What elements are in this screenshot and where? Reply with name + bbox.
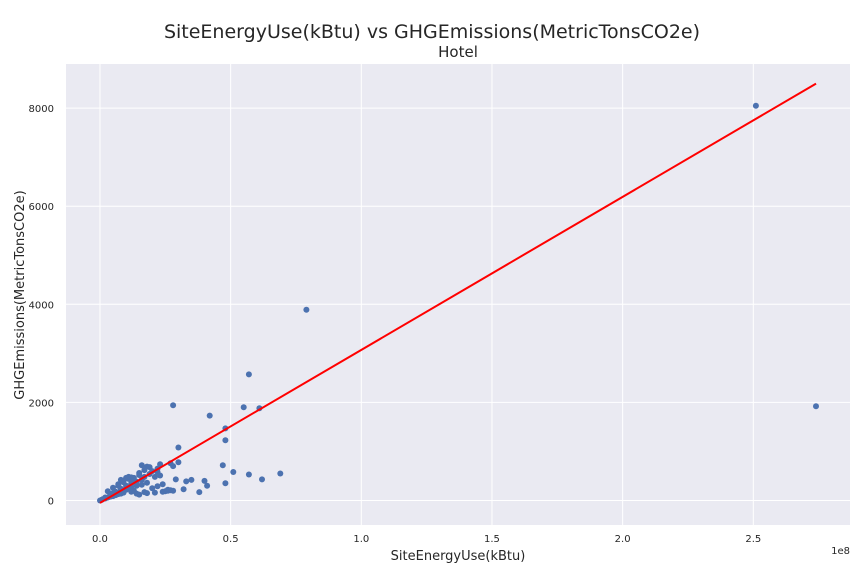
data-point — [303, 306, 310, 313]
data-point — [123, 474, 130, 481]
x-offset-label: 1e8 — [831, 546, 850, 557]
data-point — [219, 462, 226, 469]
data-point — [141, 467, 148, 474]
data-point — [259, 476, 265, 483]
data-point — [206, 412, 213, 419]
data-point — [138, 481, 145, 488]
data-point — [230, 469, 237, 475]
data-point — [149, 485, 156, 492]
data-point — [170, 487, 177, 494]
data-point — [128, 474, 135, 481]
y-tick-label: 8000 — [29, 104, 54, 115]
data-point — [222, 437, 229, 444]
y-tick-label: 0 — [48, 496, 54, 507]
data-point — [752, 102, 759, 109]
data-point — [183, 478, 190, 485]
y-tick-label: 2000 — [29, 398, 54, 409]
x-tick-label: 2.5 — [745, 534, 761, 545]
x-tick-label: 0.5 — [223, 534, 239, 545]
data-point — [157, 472, 164, 479]
chart-subtitle: Hotel — [438, 43, 478, 61]
y-axis-label: GHGEmissions(MetricTonsCO2e) — [13, 190, 28, 399]
data-point — [164, 486, 171, 493]
data-point — [196, 489, 203, 496]
data-point — [172, 476, 179, 483]
data-point — [245, 371, 252, 378]
regression-line — [99, 82, 817, 504]
y-tick-label: 4000 — [29, 300, 54, 311]
data-point — [204, 482, 211, 489]
data-point — [222, 480, 229, 487]
data-point — [151, 473, 158, 480]
data-point — [136, 472, 143, 478]
data-point — [277, 470, 284, 477]
tick-labels: 0.0 0.5 1.0 1.5 2.0 2.5 0 2000 4000 6000 8000 — [29, 104, 762, 545]
gridlines — [66, 64, 850, 525]
data-point — [151, 489, 158, 496]
data-point — [159, 488, 166, 495]
fit-line — [99, 82, 817, 504]
data-point — [154, 483, 161, 490]
data-point — [175, 444, 182, 451]
data-point — [133, 482, 140, 489]
data-point — [813, 403, 819, 410]
x-axis-label: SiteEnergyUse(kBtu) — [391, 549, 526, 564]
x-tick-label: 2.0 — [615, 534, 631, 545]
data-point — [144, 479, 150, 486]
data-point — [201, 477, 208, 484]
x-tick-label: 0.0 — [92, 534, 108, 545]
data-point — [245, 471, 252, 478]
x-tick-label: 1.0 — [353, 534, 369, 545]
data-point — [170, 402, 177, 409]
chart-title: SiteEnergyUse(kBtu) vs GHGEmissions(Metr… — [164, 21, 700, 43]
data-point — [170, 463, 177, 470]
y-tick-label: 6000 — [29, 202, 54, 213]
data-point — [180, 486, 187, 493]
data-point — [110, 484, 116, 491]
data-point — [141, 489, 148, 496]
data-point — [159, 481, 166, 488]
data-point — [138, 462, 145, 469]
data-point — [175, 459, 182, 466]
data-point — [240, 404, 247, 411]
data-point — [115, 482, 122, 489]
data-point — [117, 476, 124, 483]
x-tick-label: 1.5 — [484, 534, 500, 545]
data-point — [188, 476, 195, 483]
